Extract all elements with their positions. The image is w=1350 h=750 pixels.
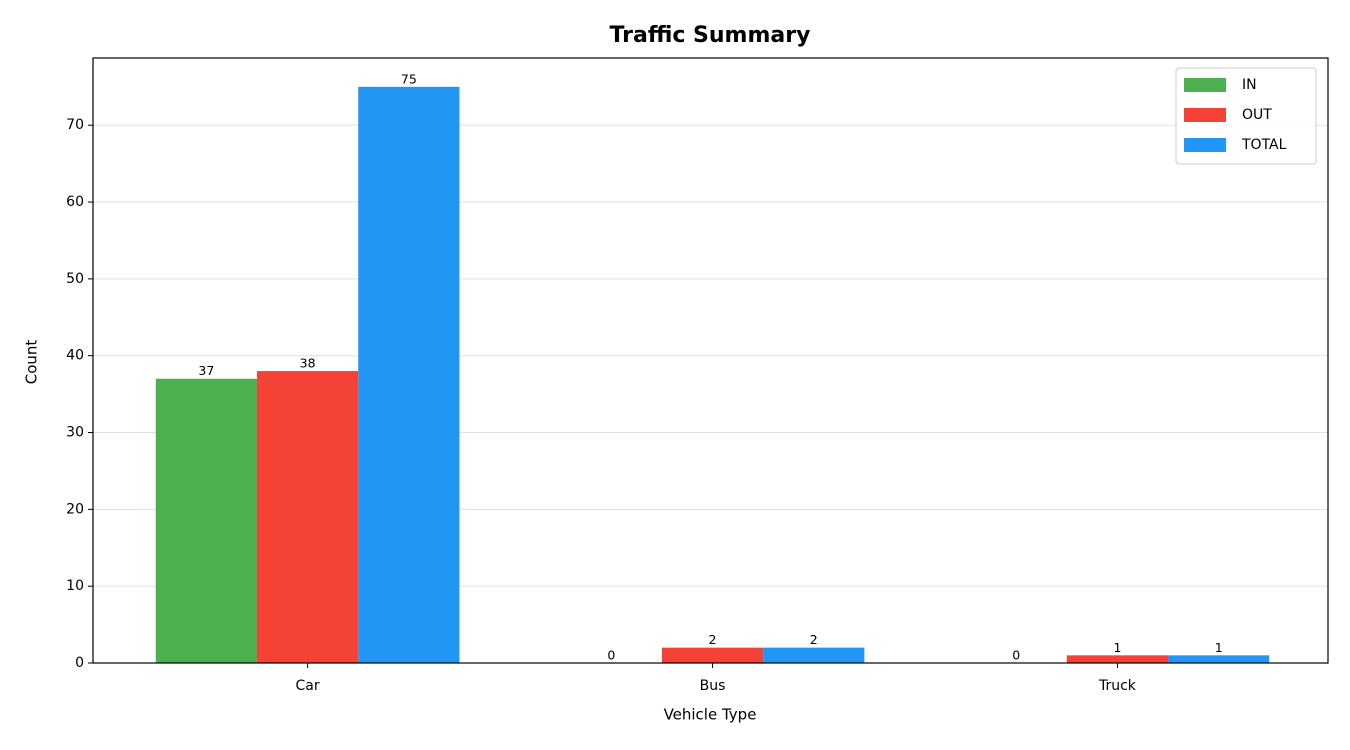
legend-swatch: [1184, 108, 1226, 122]
value-label: 0: [607, 648, 615, 663]
value-label: 38: [300, 356, 316, 371]
y-tick-label: 20: [66, 501, 84, 517]
value-label: 37: [198, 363, 214, 378]
value-label: 2: [810, 632, 818, 647]
bar: [661, 647, 764, 663]
y-tick-label: 60: [66, 194, 84, 210]
x-axis-label: Vehicle Type: [664, 706, 757, 724]
bar: [358, 86, 460, 664]
y-tick-label: 0: [75, 655, 84, 671]
y-tick-label: 30: [66, 425, 84, 441]
plot-frame: [92, 57, 1329, 664]
legend: IN OUT TOTAL: [1175, 67, 1317, 165]
x-tick-label: Car: [296, 678, 320, 694]
bar: [155, 378, 257, 663]
x-tick-label: Bus: [700, 678, 726, 694]
y-tick-label: 50: [66, 271, 84, 287]
legend-swatch: [1184, 78, 1226, 92]
legend-swatch: [1184, 138, 1226, 152]
x-tick-label: Truck: [1098, 678, 1137, 694]
value-label: 2: [709, 632, 717, 647]
value-label: 1: [1113, 640, 1121, 655]
legend-label: IN: [1242, 77, 1257, 93]
legend-label: OUT: [1242, 107, 1272, 123]
y-tick-label: 10: [66, 578, 84, 594]
legend-label: TOTAL: [1241, 137, 1287, 153]
bar: [1066, 655, 1169, 663]
chart-title: Traffic Summary: [610, 23, 811, 48]
value-label: 75: [401, 71, 417, 86]
bar: [763, 647, 865, 663]
y-axis-label: Count: [23, 340, 41, 385]
bars: 37 38 75 0 2 2 0 1 1: [155, 71, 1270, 664]
bar: [256, 371, 359, 663]
value-label: 0: [1012, 648, 1020, 663]
value-label: 1: [1215, 640, 1223, 655]
bar: [1168, 655, 1270, 663]
y-tick-label: 70: [66, 117, 84, 133]
y-tick-label: 40: [66, 348, 84, 364]
